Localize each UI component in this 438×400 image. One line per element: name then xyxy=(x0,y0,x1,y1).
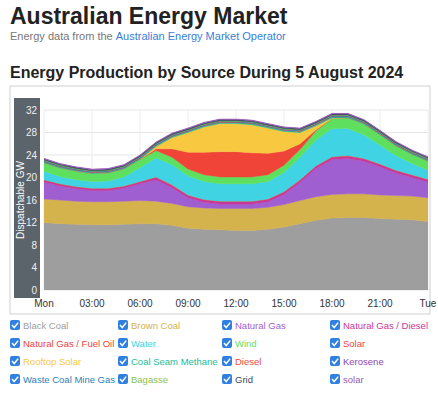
x-tick-label: 03:00 xyxy=(79,298,104,309)
y-tick-label: 12 xyxy=(26,217,38,228)
x-tick-label: 21:00 xyxy=(367,298,392,309)
y-axis-label: Dispatchable GW xyxy=(15,161,26,239)
legend-label: solar xyxy=(343,374,364,385)
legend-checkbox[interactable] xyxy=(222,374,232,384)
legend-label: Natural Gas xyxy=(235,320,286,331)
check-mark xyxy=(12,377,18,382)
y-tick-label: 4 xyxy=(31,262,37,273)
check-mark xyxy=(120,323,126,328)
legend-label: Black Coal xyxy=(23,320,68,331)
legend-item: Waste Coal Mine Gas xyxy=(10,374,115,385)
check-mark xyxy=(224,341,230,346)
chart-frame xyxy=(10,86,430,314)
legend-item: solar xyxy=(330,374,364,385)
legend-checkbox[interactable] xyxy=(222,356,232,366)
legend-label: Brown Coal xyxy=(131,320,180,331)
area xyxy=(44,113,428,169)
legend: Black Coal Brown Coal Natural Gas Natural G… xyxy=(10,320,428,385)
legend-item: Grid xyxy=(222,374,253,385)
legend-item: Rooftop Solar xyxy=(10,356,81,367)
legend-item: Diesel xyxy=(222,356,261,367)
legend-item: Coal Seam Methane xyxy=(118,356,218,367)
x-tick-label: 12:00 xyxy=(223,298,248,309)
legend-label: Rooftop Solar xyxy=(23,356,81,367)
legend-label: Coal Seam Methane xyxy=(131,356,218,367)
check-mark xyxy=(332,341,338,346)
legend-item: Water xyxy=(118,338,156,349)
y-tick-label: 20 xyxy=(26,172,38,183)
y-tick-label: 0 xyxy=(31,285,37,296)
legend-item: Natural Gas / Diesel xyxy=(330,320,428,331)
y-tick-label: 28 xyxy=(26,127,38,138)
legend-item: Wind xyxy=(222,338,257,349)
legend-checkbox[interactable] xyxy=(10,356,20,366)
page: Australian Energy MarketEnergy data from… xyxy=(0,0,438,400)
check-mark xyxy=(120,377,126,382)
legend-checkbox[interactable] xyxy=(118,338,128,348)
axis-band xyxy=(14,98,40,298)
check-mark xyxy=(224,323,230,328)
legend-label: Water xyxy=(131,338,156,349)
x-tick-label: 15:00 xyxy=(271,298,296,309)
x-tick-label: Tue xyxy=(420,298,437,309)
legend-label: Diesel xyxy=(235,356,261,367)
legend-checkbox[interactable] xyxy=(118,374,128,384)
legend-item: Natural Gas / Fuel Oil xyxy=(10,338,114,349)
legend-label: Natural Gas / Diesel xyxy=(343,320,428,331)
y-tick-label: 16 xyxy=(26,195,38,206)
area xyxy=(44,114,428,171)
x-tick-label: 18:00 xyxy=(319,298,344,309)
check-mark xyxy=(224,359,230,364)
check-mark xyxy=(120,359,126,364)
legend-item: Black Coal xyxy=(10,320,68,331)
legend-checkbox[interactable] xyxy=(330,356,340,366)
legend-checkbox[interactable] xyxy=(330,374,340,384)
subtitle: Energy data from the xyxy=(10,30,113,42)
x-tick-label: 09:00 xyxy=(175,298,200,309)
check-mark xyxy=(12,359,18,364)
areas xyxy=(44,113,428,290)
legend-item: Kerosene xyxy=(330,356,384,367)
legend-label: Kerosene xyxy=(343,356,384,367)
legend-label: Natural Gas / Fuel Oil xyxy=(23,338,114,349)
legend-checkbox[interactable] xyxy=(330,320,340,330)
legend-item: Solar xyxy=(330,338,365,349)
page-title: Australian Energy Market xyxy=(10,3,288,29)
check-mark xyxy=(224,377,230,382)
legend-label: Waste Coal Mine Gas xyxy=(23,374,115,385)
check-mark xyxy=(12,341,18,346)
check-mark xyxy=(332,377,338,382)
y-tick-label: 24 xyxy=(26,150,38,161)
x-tick-label: Mon xyxy=(34,298,53,309)
check-mark xyxy=(120,341,126,346)
legend-checkbox[interactable] xyxy=(118,320,128,330)
chart-title: Energy Production by Source During 5 Aug… xyxy=(10,64,403,81)
legend-item: Brown Coal xyxy=(118,320,180,331)
check-mark xyxy=(332,359,338,364)
legend-checkbox[interactable] xyxy=(10,320,20,330)
legend-checkbox[interactable] xyxy=(10,374,20,384)
y-tick-label: 8 xyxy=(31,240,37,251)
legend-label: Solar xyxy=(343,338,365,349)
grid xyxy=(44,110,428,290)
legend-checkbox[interactable] xyxy=(222,320,232,330)
legend-checkbox[interactable] xyxy=(10,338,20,348)
legend-item: Natural Gas xyxy=(222,320,286,331)
check-mark xyxy=(12,323,18,328)
legend-label: Wind xyxy=(235,338,257,349)
legend-checkbox[interactable] xyxy=(330,338,340,348)
area xyxy=(44,115,428,171)
legend-item: Bagasse xyxy=(118,374,168,385)
x-tick-label: 06:00 xyxy=(127,298,152,309)
check-mark xyxy=(332,323,338,328)
y-tick-label: 32 xyxy=(26,105,38,116)
legend-checkbox[interactable] xyxy=(222,338,232,348)
legend-checkbox[interactable] xyxy=(118,356,128,366)
legend-label: Bagasse xyxy=(131,374,168,385)
source-link[interactable]: Australian Energy Market Operator xyxy=(116,30,286,42)
legend-label: Grid xyxy=(235,374,253,385)
